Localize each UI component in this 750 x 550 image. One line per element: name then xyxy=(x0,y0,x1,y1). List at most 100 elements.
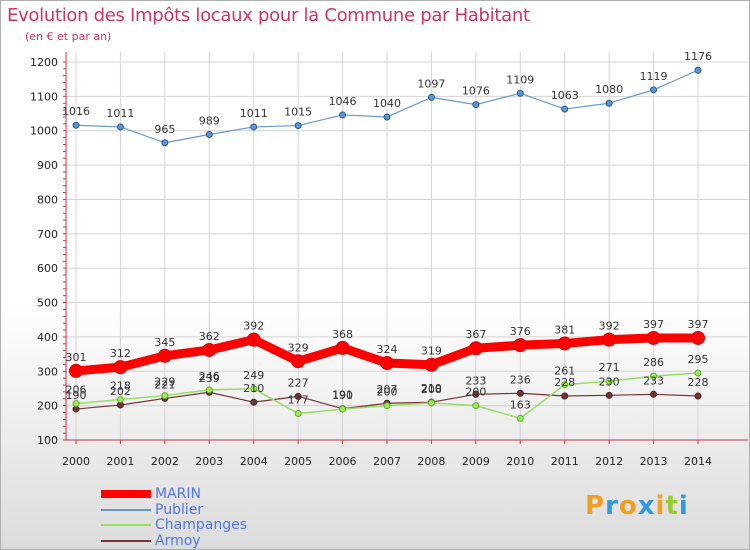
data-label-champanges: 246 xyxy=(199,370,220,383)
y-tick-label: 1100 xyxy=(30,90,58,103)
data-point-marin xyxy=(602,332,617,347)
data-label-publier: 1097 xyxy=(417,77,445,90)
data-point-publier xyxy=(694,66,702,74)
data-label-publier: 1076 xyxy=(462,85,490,98)
data-label-publier: 1016 xyxy=(62,105,90,118)
data-point-armoy xyxy=(650,390,658,398)
data-label-champanges: 208 xyxy=(421,383,442,396)
x-tick-label: 2014 xyxy=(684,455,712,468)
legend-label: Armoy xyxy=(155,532,201,549)
data-point-armoy xyxy=(516,389,524,397)
data-point-champanges xyxy=(605,377,613,385)
data-label-armoy: 233 xyxy=(465,374,486,387)
data-point-marin xyxy=(69,363,83,378)
data-point-armoy xyxy=(561,392,569,400)
data-point-marin xyxy=(157,348,172,363)
data-point-marin xyxy=(424,357,439,372)
data-label-armoy: 228 xyxy=(554,376,575,389)
x-tick-label: 2000 xyxy=(62,455,90,468)
data-label-marin: 376 xyxy=(510,325,531,338)
data-point-armoy xyxy=(294,392,302,400)
data-label-champanges: 229 xyxy=(154,376,175,389)
legend-label: Publier xyxy=(155,501,204,518)
data-label-champanges: 163 xyxy=(510,398,531,411)
data-label-champanges: 286 xyxy=(643,356,664,369)
data-label-armoy: 191 xyxy=(332,389,353,402)
data-point-publier xyxy=(605,99,613,107)
data-point-marin xyxy=(113,360,128,375)
data-point-publier xyxy=(427,93,435,101)
data-point-armoy xyxy=(605,391,613,399)
data-point-publier xyxy=(561,105,569,113)
data-point-champanges xyxy=(472,402,480,410)
x-tick-label: 2006 xyxy=(329,455,357,468)
data-point-champanges xyxy=(383,402,391,410)
data-label-champanges: 295 xyxy=(688,353,709,366)
data-point-marin xyxy=(380,356,394,371)
data-point-publier xyxy=(116,123,124,131)
legend-swatch xyxy=(101,490,151,498)
data-label-publier: 989 xyxy=(199,115,220,128)
y-tick-label: 400 xyxy=(37,331,58,344)
data-label-armoy: 190 xyxy=(66,389,87,402)
data-label-marin: 312 xyxy=(110,347,131,360)
data-label-marin: 392 xyxy=(243,320,264,333)
data-point-publier xyxy=(472,101,480,109)
data-point-armoy xyxy=(472,390,480,398)
legend-label: MARIN xyxy=(155,486,201,502)
x-tick-label: 2010 xyxy=(506,455,534,468)
data-point-publier xyxy=(339,111,347,119)
data-point-marin xyxy=(468,341,483,356)
data-point-marin xyxy=(291,354,306,369)
y-tick-label: 800 xyxy=(37,193,58,206)
data-point-champanges xyxy=(650,372,658,380)
data-label-publier: 1015 xyxy=(284,106,312,119)
data-point-champanges xyxy=(516,414,524,422)
y-tick-label: 700 xyxy=(37,228,58,241)
data-label-publier: 965 xyxy=(154,123,175,136)
data-point-publier xyxy=(205,131,213,139)
data-point-marin xyxy=(646,330,661,345)
data-label-armoy: 233 xyxy=(643,374,664,387)
data-label-publier: 1176 xyxy=(684,50,712,63)
data-label-marin: 345 xyxy=(154,336,175,349)
data-label-marin: 329 xyxy=(288,341,309,354)
logo-letter: P xyxy=(585,491,606,521)
x-tick-label: 2012 xyxy=(595,455,623,468)
series-layer xyxy=(69,66,705,422)
x-tick-label: 2011 xyxy=(551,455,579,468)
logo-letter: r xyxy=(605,491,619,521)
data-point-champanges xyxy=(561,381,569,389)
logo-letter: x xyxy=(637,491,656,521)
data-point-champanges xyxy=(694,369,702,377)
x-tick-label: 2005 xyxy=(284,455,312,468)
chart-title: Evolution des Impôts locaux pour la Comm… xyxy=(7,5,530,26)
data-point-publier xyxy=(161,139,169,147)
data-point-publier xyxy=(516,89,524,97)
legend-swatch xyxy=(101,524,151,526)
data-point-champanges xyxy=(427,399,435,407)
y-tick-label: 600 xyxy=(37,262,58,275)
data-label-publier: 1011 xyxy=(106,107,134,120)
data-label-marin: 368 xyxy=(332,328,353,341)
data-label-champanges: 177 xyxy=(288,394,309,407)
logo-letter: t xyxy=(665,491,679,521)
data-label-publier: 1119 xyxy=(640,70,668,83)
data-label-marin: 397 xyxy=(688,318,709,331)
data-point-champanges xyxy=(294,410,302,418)
data-point-publier xyxy=(250,123,258,131)
data-label-armoy: 207 xyxy=(377,383,398,396)
data-label-armoy: 227 xyxy=(288,376,309,389)
data-label-publier: 1046 xyxy=(329,95,357,108)
data-label-armoy: 236 xyxy=(510,373,531,386)
data-label-marin: 324 xyxy=(377,343,398,356)
x-tick-label: 2008 xyxy=(417,455,445,468)
data-point-armoy xyxy=(694,392,702,400)
logo-letter: o xyxy=(618,491,638,521)
data-point-armoy xyxy=(250,398,258,406)
proxiti-logo: Proxiti xyxy=(585,491,689,521)
x-tick-label: 2001 xyxy=(106,455,134,468)
data-label-champanges: 271 xyxy=(599,361,620,374)
data-label-marin: 362 xyxy=(199,330,220,343)
data-point-champanges xyxy=(250,385,258,393)
